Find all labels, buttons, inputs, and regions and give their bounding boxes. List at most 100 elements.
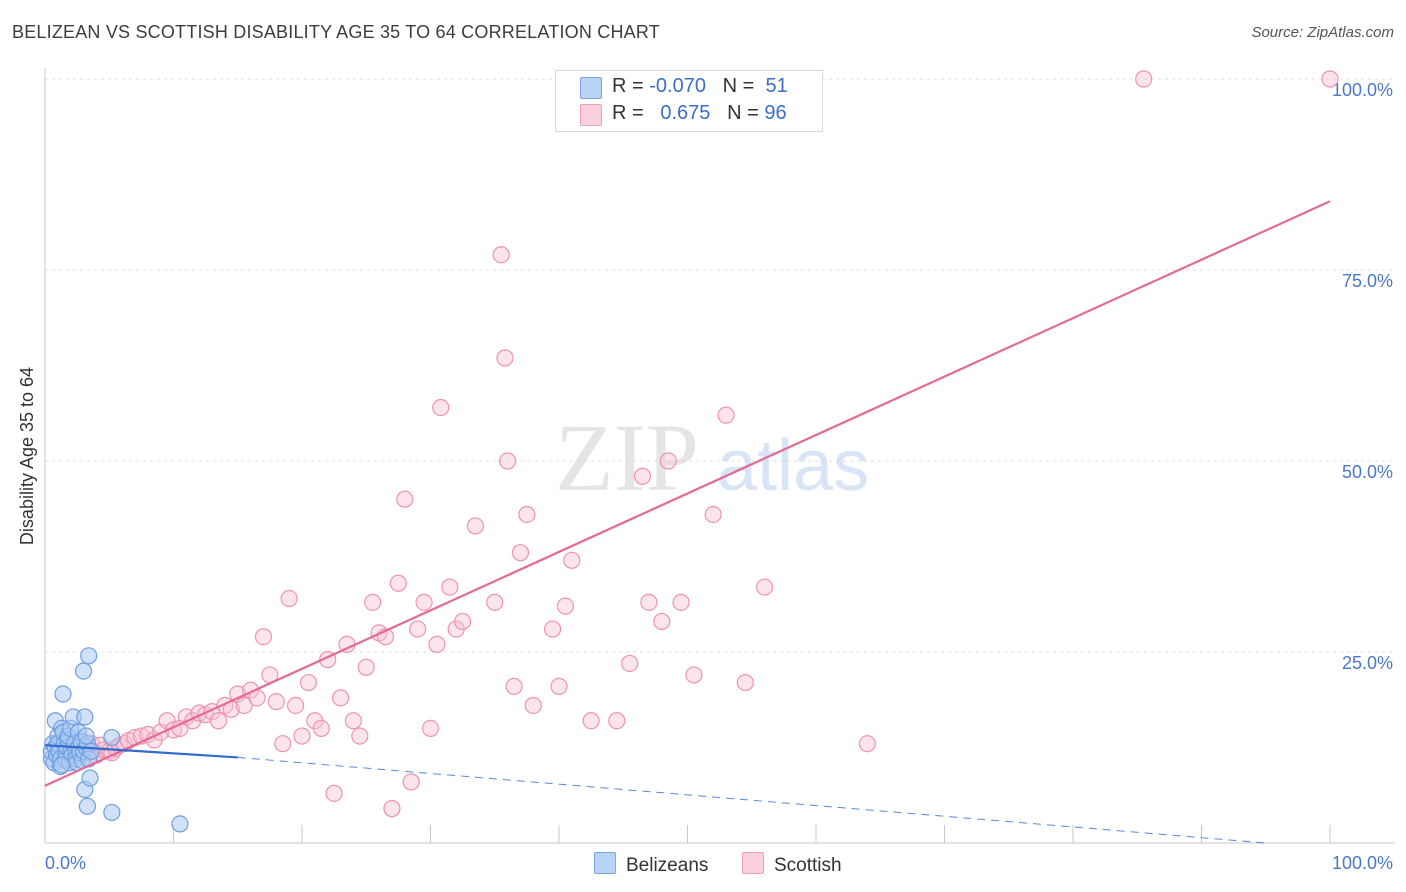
bottom-legend-belizeans: Belizeans — [594, 852, 708, 877]
watermark-zip: ZIP — [555, 404, 699, 511]
source-label: Source: ZipAtlas.com — [1251, 24, 1394, 41]
chart-title: BELIZEAN VS SCOTTISH DISABILITY AGE 35 T… — [12, 22, 660, 42]
x-tick-label: 0.0% — [45, 853, 86, 873]
y-tick-label: 100.0% — [1332, 80, 1393, 100]
belizean-point — [53, 756, 71, 774]
axes — [44, 68, 1395, 844]
tick-labels: 25.0% 50.0% 75.0% 100.0% 0.0% 100.0% — [45, 80, 1393, 873]
x-tick-label: 100.0% — [1332, 853, 1393, 873]
scottish-point — [441, 578, 459, 596]
belizean-trendline — [44, 744, 238, 759]
trendlines — [44, 200, 1331, 844]
scottish-point — [312, 719, 330, 738]
watermark: ZIP atlas — [555, 404, 869, 511]
belizean-swatch — [594, 852, 616, 874]
scottish-point — [432, 398, 450, 417]
grid — [45, 78, 1395, 653]
scottish-point — [858, 735, 877, 753]
belizean-point — [82, 742, 100, 760]
scottish-point — [755, 578, 774, 596]
scottish-point — [621, 654, 639, 673]
n-value-scottish: 96 — [764, 102, 787, 124]
bottom-legend-scottish-label: Scottish — [774, 855, 842, 876]
scottish-swatch — [742, 852, 764, 874]
legend-row-scottish-text: R = 0.675 N = 96 — [612, 102, 787, 125]
y-tick-label: 50.0% — [1342, 462, 1393, 482]
y-axis-label: Disability Age 35 to 64 — [17, 367, 37, 545]
scottish-point — [357, 658, 375, 676]
scottish-point — [496, 349, 514, 367]
scottish-point — [396, 490, 414, 508]
scottish-point — [331, 689, 350, 707]
r-label: R = — [612, 75, 644, 97]
bottom-legend-belizeans-label: Belizeans — [626, 855, 709, 876]
scottish-point — [389, 574, 407, 592]
belizean-point — [74, 662, 93, 680]
scottish-point — [704, 505, 722, 524]
scottish-point — [267, 693, 285, 711]
belizean-points — [42, 647, 189, 833]
scottish-point — [499, 452, 517, 470]
scottish-swatch — [580, 104, 602, 126]
scottish-point — [563, 551, 581, 569]
scottish-point — [415, 593, 433, 611]
scottish-point — [364, 593, 382, 611]
scottish-point — [351, 727, 369, 745]
scottish-point — [428, 635, 446, 653]
belizean-point — [54, 685, 72, 703]
scottish-point — [1321, 70, 1339, 88]
scottish-point — [1135, 70, 1153, 88]
scottish-point — [524, 696, 542, 715]
r-value-belizeans: -0.070 — [649, 75, 706, 97]
scottish-point — [505, 677, 523, 695]
r-value-scottish: 0.675 — [660, 102, 711, 124]
belizean-point — [103, 728, 121, 747]
legend-row-belizeans-text: R = -0.070 N = 51 — [612, 75, 788, 98]
legend: R = -0.070 N = 51 R = 0.675 N = 96 — [555, 70, 823, 132]
scottish-point — [402, 773, 420, 791]
scottish-point — [209, 712, 228, 730]
scottish-point — [582, 712, 600, 730]
scottish-point — [608, 712, 626, 730]
scottish-point — [511, 544, 530, 562]
belizean-point — [77, 727, 95, 745]
scottish-point — [736, 673, 754, 692]
scottish-point — [280, 589, 298, 608]
belizean-point — [78, 797, 97, 815]
scottish-point — [633, 467, 652, 485]
scottish-point — [293, 727, 311, 745]
r-label: R = — [612, 102, 644, 124]
y-tick-label: 25.0% — [1342, 653, 1393, 673]
belizean-swatch — [580, 77, 602, 99]
scottish-point — [254, 628, 273, 646]
n-label: N = — [727, 102, 759, 124]
scottish-point — [466, 517, 485, 535]
scottish-point — [409, 620, 427, 638]
scottish-point — [486, 593, 504, 611]
belizean-point — [171, 815, 189, 833]
scottish-point — [454, 612, 472, 631]
scottish-point — [659, 452, 677, 470]
scottish-point — [653, 612, 671, 631]
scottish-point — [685, 666, 703, 684]
n-value-belizeans: 51 — [765, 75, 788, 97]
scottish-point — [286, 696, 305, 715]
bottom-legend-scottish: Scottish — [742, 852, 842, 877]
scottish-point — [640, 593, 658, 611]
scottish-point — [672, 593, 690, 611]
scottish-point — [325, 784, 343, 802]
scottish-trendline — [44, 200, 1331, 787]
scottish-point — [543, 620, 562, 638]
n-label: N = — [722, 75, 755, 97]
scottish-point — [299, 673, 318, 692]
scottish-point — [421, 719, 440, 738]
scottish-point — [550, 677, 568, 695]
belizean-trendline-extension — [237, 756, 1266, 844]
scottish-point — [518, 505, 536, 524]
belizean-point — [80, 647, 98, 665]
scottish-point — [492, 246, 510, 264]
watermark-atlas: atlas — [717, 426, 869, 506]
scottish-point — [235, 696, 253, 715]
scottish-point — [383, 800, 401, 818]
